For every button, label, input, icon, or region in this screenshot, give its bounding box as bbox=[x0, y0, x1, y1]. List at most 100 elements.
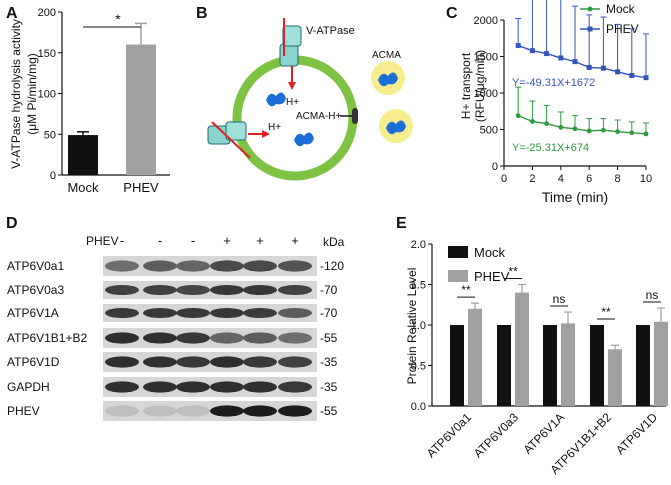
panel-c-ytick-label: 1500 bbox=[474, 52, 498, 64]
panel-c-ytick-label: 2000 bbox=[474, 15, 498, 27]
acma-h-blob bbox=[352, 108, 358, 124]
blot-band bbox=[278, 332, 312, 344]
panel-c-xtick-label: 8 bbox=[615, 173, 621, 185]
legend-e-mock-label: Mock bbox=[474, 245, 506, 260]
blot-kda-marker: -120 bbox=[320, 259, 344, 273]
panel-c-ytick-label: 1000 bbox=[474, 88, 498, 100]
panel-a-ytick-label: 150 bbox=[38, 48, 56, 60]
panel-c-point-mock bbox=[530, 119, 535, 124]
panel-e-ylabel: Protein Relative Level bbox=[405, 268, 419, 385]
acma-molecule-icon bbox=[378, 72, 398, 87]
blot-band bbox=[278, 405, 312, 417]
panel-a-category-label: Mock bbox=[67, 180, 99, 195]
panel-a-ytick-label: 0 bbox=[50, 170, 56, 182]
panel-c-point-mock bbox=[586, 128, 592, 134]
blot-band bbox=[143, 381, 177, 393]
panel-c-point-mock bbox=[629, 130, 635, 136]
blot-protein-label: ATP6V0a3 bbox=[7, 283, 64, 297]
panel-c-ylabel-1: H+ transport bbox=[459, 52, 473, 119]
legend-mock-marker bbox=[587, 6, 593, 12]
acma-h-label: ACMA-H+ bbox=[296, 111, 341, 122]
blot-kda-marker: -70 bbox=[320, 283, 338, 297]
blot-band bbox=[243, 332, 277, 344]
panel-c-point-phev bbox=[529, 48, 535, 54]
blot-protein-label: ATP6V1B1+B2 bbox=[7, 331, 87, 345]
panel-e-category-label: ATP6V0a1 bbox=[424, 410, 475, 461]
blot-band bbox=[176, 356, 210, 368]
blot-kda-marker: -55 bbox=[320, 331, 338, 345]
panel-a-ytick-label: 200 bbox=[38, 7, 56, 19]
blot-band bbox=[105, 405, 139, 417]
blot-band bbox=[210, 284, 244, 296]
panel-label-e: E bbox=[396, 215, 407, 232]
panel-a-bar bbox=[68, 135, 98, 175]
panel-c-point-phev bbox=[643, 75, 649, 81]
blot-band bbox=[278, 356, 312, 368]
blot-band bbox=[210, 332, 244, 344]
blot-band bbox=[143, 284, 177, 296]
legend-mock-label: Mock bbox=[606, 2, 636, 16]
panel-c-point-mock bbox=[572, 126, 578, 132]
blot-band bbox=[143, 307, 177, 319]
h-plus-left-label: H+ bbox=[268, 122, 281, 133]
panel-a-bar bbox=[126, 44, 156, 175]
panel-c-point-mock bbox=[544, 121, 549, 127]
arrow-head-icon bbox=[288, 82, 296, 90]
panel-c-point-phev bbox=[515, 43, 521, 49]
blot-band bbox=[210, 307, 244, 319]
blot-band bbox=[143, 356, 177, 368]
panel-c-point-phev bbox=[615, 69, 621, 75]
blot-band bbox=[105, 332, 139, 344]
acma-molecule-icon bbox=[386, 120, 406, 135]
panel-c-point-phev bbox=[572, 59, 578, 65]
panel-e-ytick-label: 2.0 bbox=[411, 239, 426, 251]
blot-lane-sign: - bbox=[120, 233, 124, 248]
blot-lane-sign: + bbox=[256, 233, 264, 248]
panel-a-ytick-label: 100 bbox=[38, 89, 56, 101]
panel-label-a: A bbox=[6, 5, 18, 22]
arrow-head-icon bbox=[262, 130, 270, 138]
blot-protein-label: ATP6V1D bbox=[7, 355, 60, 369]
blot-band bbox=[105, 356, 139, 368]
v-atpase-label: V-ATPase bbox=[306, 25, 355, 37]
blot-treatment-label: PHEV bbox=[86, 234, 119, 248]
acma-label: ACMA bbox=[372, 50, 401, 61]
blot-protein-label: ATP6V0a1 bbox=[7, 259, 64, 273]
blot-band bbox=[105, 284, 139, 296]
panel-c-xlabel: Time (min) bbox=[542, 189, 608, 205]
panel-e-ytick-label: 1.0 bbox=[411, 320, 426, 332]
phev-fit-equation: Y=-49.31X+1672 bbox=[512, 77, 595, 89]
blot-band bbox=[210, 260, 244, 272]
blot-kda-marker: -70 bbox=[320, 306, 338, 320]
panel-e-significance-label: ns bbox=[553, 292, 566, 306]
blot-band bbox=[278, 381, 312, 393]
panel-e-bar-mock bbox=[497, 325, 511, 406]
panel-c-ylabel-2: (RFU/μg/min) bbox=[473, 50, 487, 122]
panel-c-point-mock bbox=[515, 113, 521, 119]
panel-c-point-mock bbox=[615, 129, 620, 135]
acma-molecule-icon bbox=[294, 132, 314, 147]
panel-c-series-line-phev bbox=[517, 44, 647, 79]
panel-a-significance: * bbox=[115, 11, 121, 27]
panel-label-d: D bbox=[6, 215, 18, 232]
blot-band bbox=[176, 332, 210, 344]
blot-kda-marker: -55 bbox=[320, 404, 338, 418]
panel-e-ytick-label: 1.5 bbox=[411, 280, 426, 292]
blot-lane-sign: + bbox=[223, 233, 231, 248]
panel-c-series-line-mock bbox=[517, 114, 647, 135]
legend-e-phev-swatch bbox=[448, 270, 468, 282]
panel-e-significance-label: ns bbox=[646, 288, 659, 302]
panel-a-ylabel-1: V-ATPase hydrolysis activity bbox=[9, 19, 23, 169]
blot-band bbox=[210, 381, 244, 393]
panel-e-category-label: ATP6V1D bbox=[613, 410, 660, 457]
blot-band bbox=[176, 260, 210, 272]
blot-band bbox=[176, 307, 210, 319]
panel-c-xtick-label: 10 bbox=[640, 173, 652, 185]
blot-band bbox=[105, 260, 139, 272]
panel-e-ytick-label: 0.5 bbox=[411, 361, 426, 373]
panel-label-c: C bbox=[446, 5, 458, 22]
blot-band bbox=[278, 284, 312, 296]
panel-a-ytick-label: 50 bbox=[44, 129, 56, 141]
h-plus-top-label: H+ bbox=[286, 97, 299, 108]
panel-c-point-phev bbox=[600, 65, 606, 71]
